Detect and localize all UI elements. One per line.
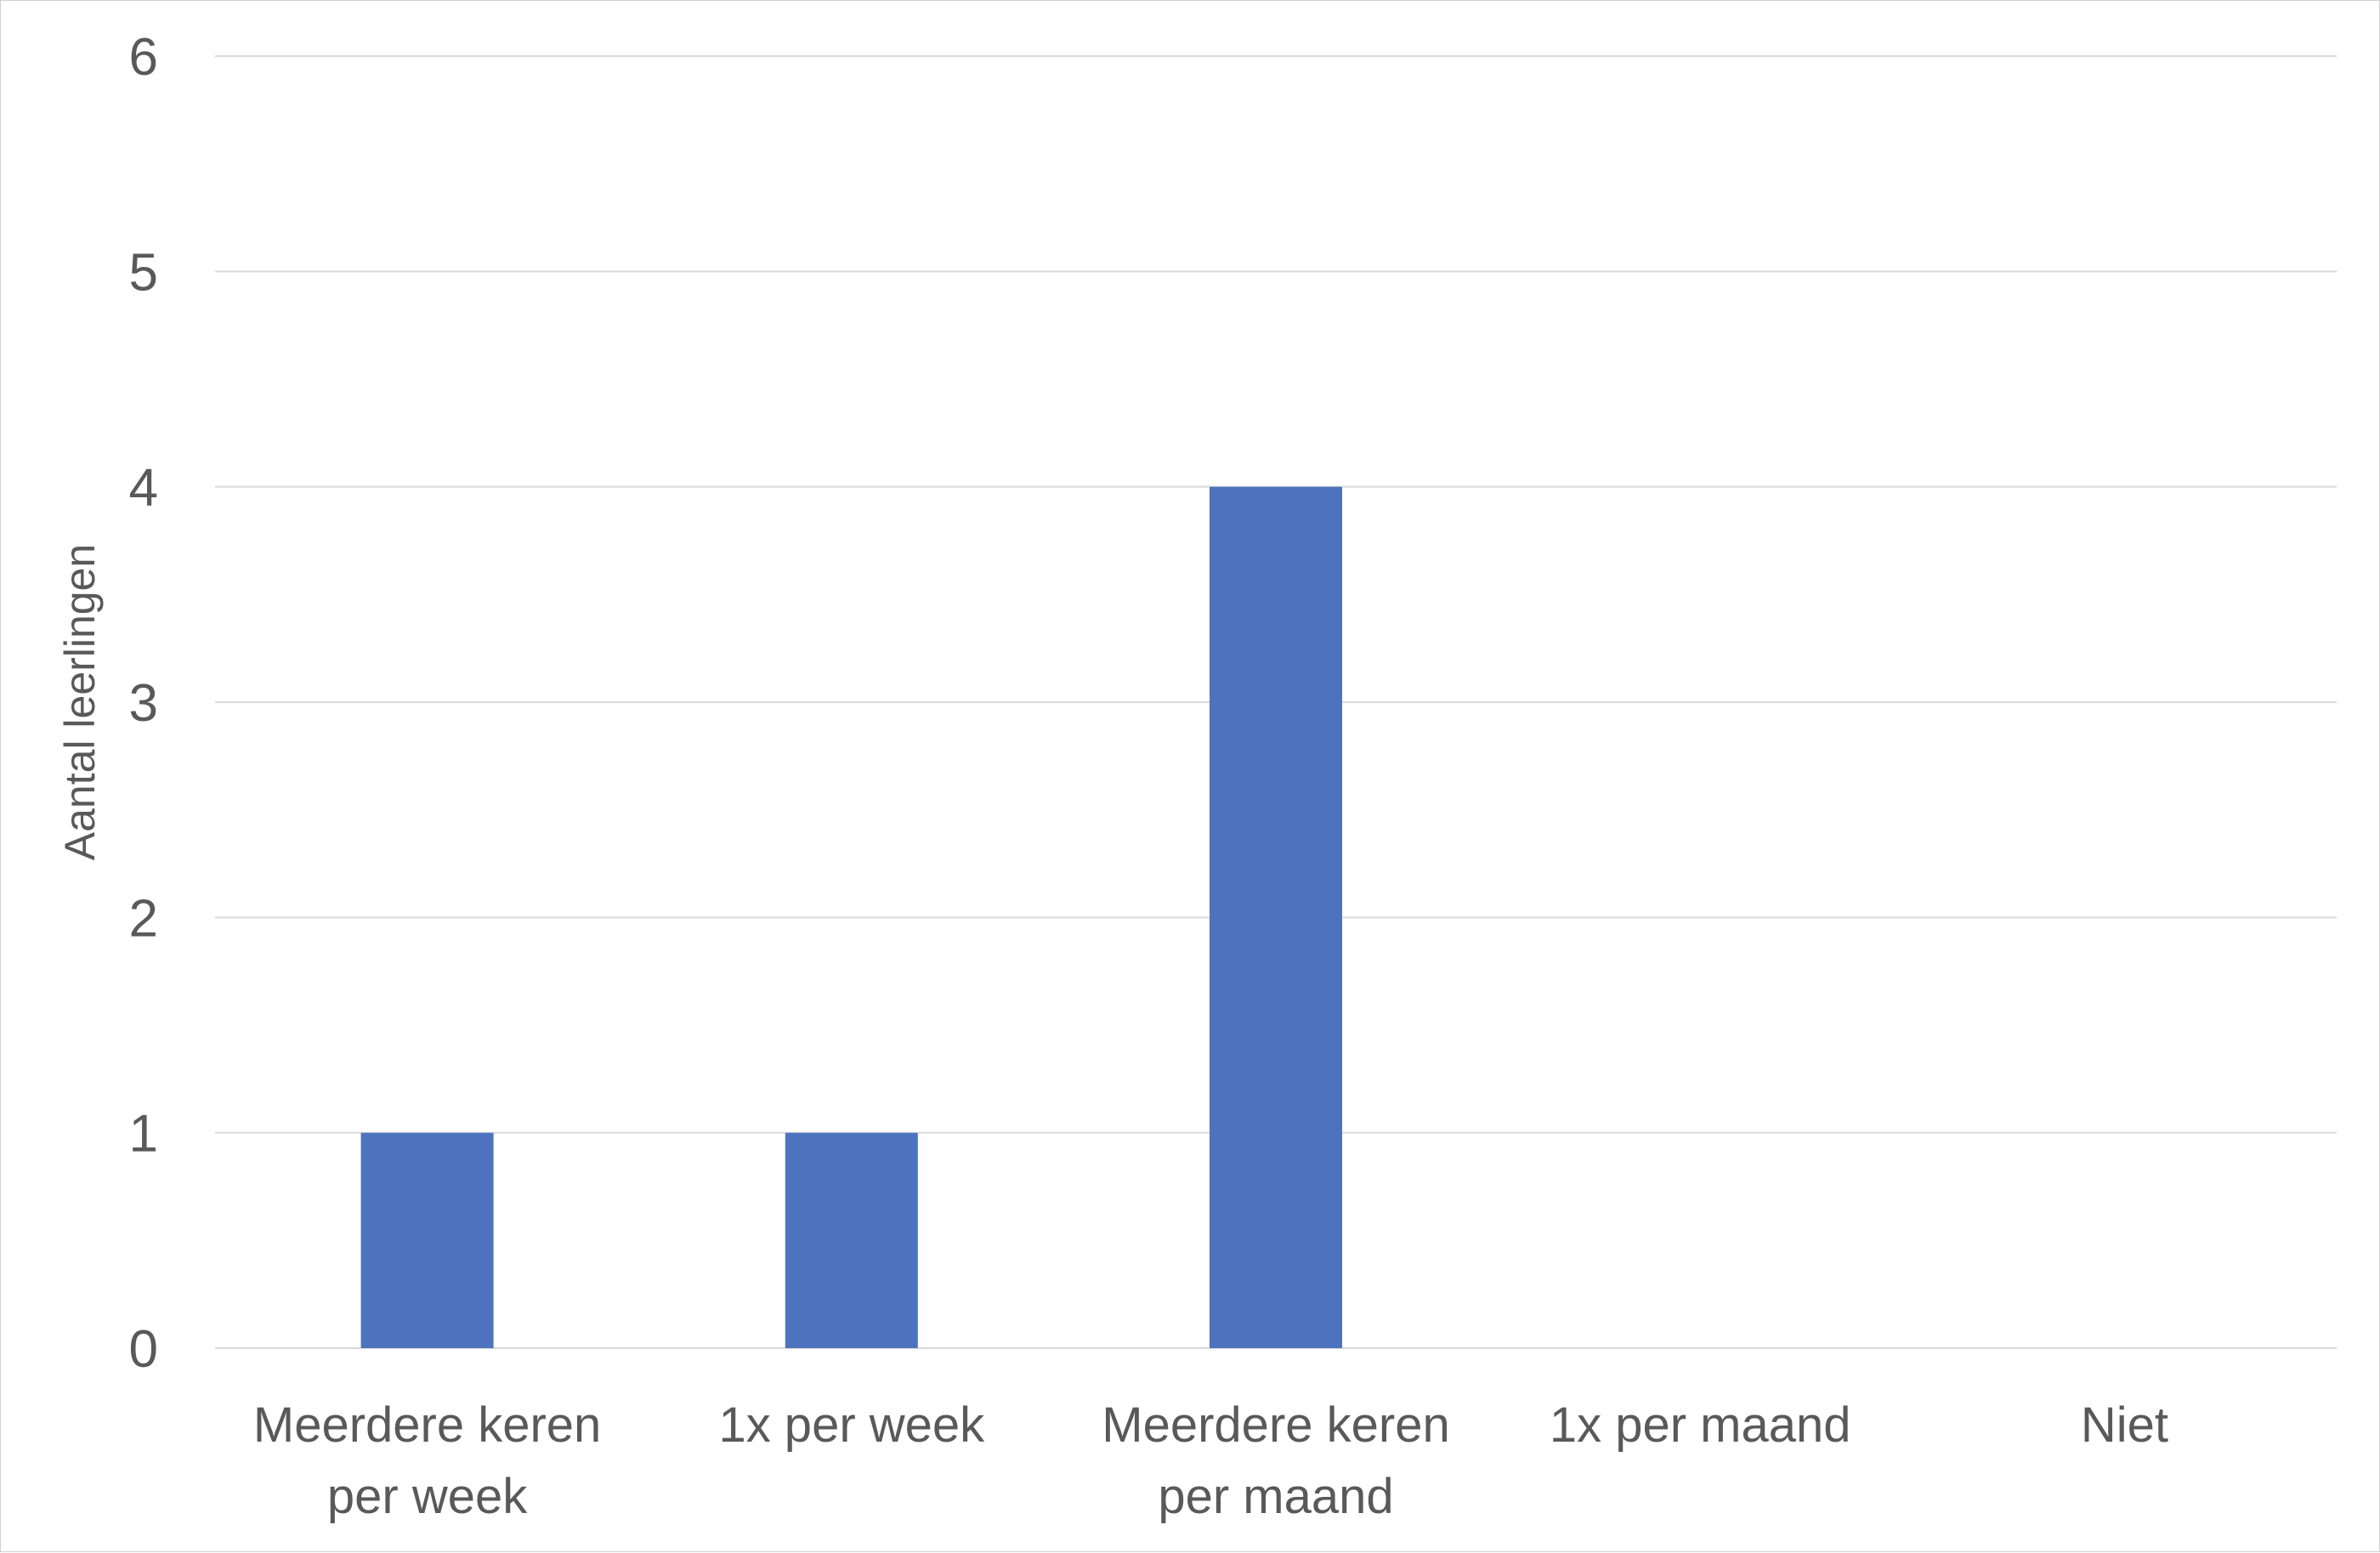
bars [360, 486, 1342, 1348]
y-tick-label: 5 [129, 243, 158, 302]
y-axis-title: Aantal leerlingen [56, 544, 104, 861]
x-category-label-line: Meerdere keren [1102, 1397, 1449, 1453]
x-category-label: Meerdere keren per maand [1102, 1397, 1449, 1524]
y-tick-label: 0 [129, 1320, 158, 1379]
x-category-label: Niet [2081, 1397, 2168, 1453]
x-category-label: 1x per maand [1550, 1397, 1851, 1453]
bar [1210, 486, 1342, 1348]
y-tick-label: 4 [129, 459, 158, 518]
y-tick-label: 6 [129, 28, 158, 87]
bar [785, 1132, 918, 1348]
x-category-label-line: 1x per maand [1550, 1397, 1851, 1453]
x-category-label: 1x per week [718, 1397, 985, 1453]
x-category-label: Meerdere keren per week [253, 1397, 601, 1524]
x-category-label-line: per week [327, 1469, 528, 1524]
y-tick-label: 1 [129, 1105, 158, 1164]
x-category-label-line: per maand [1158, 1469, 1393, 1524]
x-category-label-line: 1x per week [718, 1397, 985, 1453]
x-category-label-line: Meerdere keren [253, 1397, 601, 1453]
y-axis-ticks: 0 1 2 3 4 5 6 [129, 28, 158, 1379]
y-tick-label: 3 [129, 674, 158, 733]
y-tick-label: 2 [129, 889, 158, 948]
x-category-label-line: Niet [2081, 1397, 2168, 1453]
x-axis-categories: Meerdere keren per week 1x per week Meerder… [253, 1397, 2168, 1524]
bar [360, 1132, 494, 1348]
